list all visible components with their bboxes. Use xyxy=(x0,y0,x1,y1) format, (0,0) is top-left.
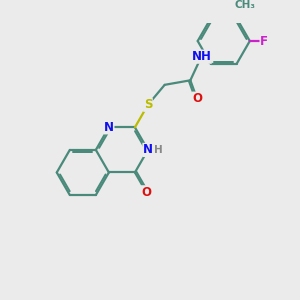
Text: N: N xyxy=(104,121,114,134)
Text: CH₃: CH₃ xyxy=(234,0,255,10)
Text: S: S xyxy=(144,98,152,111)
Text: O: O xyxy=(141,186,152,199)
Text: F: F xyxy=(260,34,268,47)
Text: N: N xyxy=(143,143,153,156)
Text: O: O xyxy=(192,92,202,105)
Text: NH: NH xyxy=(191,50,211,63)
Text: H: H xyxy=(154,145,163,155)
